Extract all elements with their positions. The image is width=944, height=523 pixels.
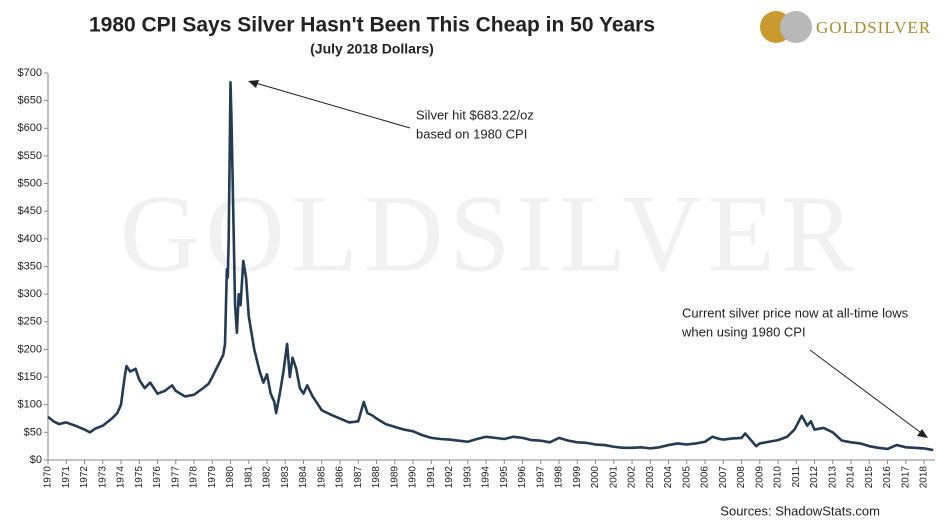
annotation: when using 1980 CPI [681,324,806,339]
x-tick-label: 1972 [79,466,90,489]
y-tick-label: $700 [18,67,42,79]
annotation: Silver hit $683.22/oz [416,107,534,122]
y-tick-label: $150 [18,371,42,383]
x-tick-label: 2002 [627,466,638,489]
y-tick-label: $600 [18,122,42,134]
y-tick-label: $250 [18,316,42,328]
x-tick-label: 2017 [900,466,911,489]
arrow-head [917,429,928,438]
x-tick-label: 1995 [499,466,510,489]
x-tick-label: 1996 [517,466,528,489]
x-tick-label: 2016 [882,466,893,489]
x-tick-label: 1988 [371,466,382,489]
x-tick-label: 1991 [426,466,437,489]
y-tick-label: $50 [24,426,42,438]
x-tick-label: 2001 [608,466,619,489]
x-tick-label: 2010 [773,466,784,489]
y-tick-label: $400 [18,233,42,245]
x-tick-label: 2015 [864,466,875,489]
x-tick-label: 1990 [408,466,419,489]
y-tick-label: $350 [18,260,42,272]
x-tick-label: 1970 [43,466,54,489]
x-tick-label: 1986 [335,466,346,489]
x-tick-label: 1984 [298,466,309,489]
y-tick-label: $650 [18,95,42,107]
y-tick-label: $500 [18,177,42,189]
x-tick-label: 1997 [535,466,546,489]
x-tick-label: 1987 [353,466,364,489]
x-tick-label: 1975 [134,466,145,489]
x-tick-label: 1994 [481,466,492,489]
x-tick-label: 1980 [225,466,236,489]
arrow [251,81,411,129]
x-tick-label: 1974 [116,466,127,489]
x-tick-label: 2012 [809,466,820,489]
x-tick-label: 1979 [207,466,218,489]
arrow-head [248,80,259,88]
annotation: Current silver price now at all-time low… [682,305,909,320]
chart-subtitle: (July 2018 Dollars) [310,41,434,57]
x-tick-label: 1999 [572,466,583,489]
x-tick-label: 1989 [389,466,400,489]
x-tick-label: 2003 [645,466,656,489]
x-tick-label: 1993 [462,466,473,489]
x-tick-label: 2011 [791,466,802,488]
x-tick-label: 1992 [444,466,455,489]
x-tick-label: 1998 [554,466,565,489]
y-tick-label: $300 [18,288,42,300]
x-tick-label: 1981 [243,466,254,489]
y-tick-label: $200 [18,343,42,355]
arrow [809,349,925,436]
x-tick-label: 2009 [754,466,765,489]
watermark: GOLDSILVER [120,172,860,294]
x-tick-label: 2006 [700,466,711,489]
y-tick-label: $450 [18,205,42,217]
x-tick-label: 1978 [189,466,200,489]
x-tick-label: 2000 [590,466,601,489]
x-tick-label: 1973 [97,466,108,489]
series-line [47,80,934,452]
x-tick-label: 2007 [718,466,729,489]
y-tick-label: $550 [18,150,42,162]
x-tick-label: 2008 [736,466,747,489]
x-tick-label: 1983 [280,466,291,489]
x-tick-label: 2014 [846,466,857,489]
brand: GOLDSILVER [816,18,931,37]
logo-coin [780,11,812,43]
source: Sources: ShadowStats.com [720,503,880,518]
x-tick-label: 1985 [316,466,327,489]
chart-title: 1980 CPI Says Silver Hasn't Been This Ch… [89,14,655,37]
x-tick-label: 2004 [663,466,674,489]
y-tick-label: $0 [30,454,42,466]
x-tick-label: 1982 [262,466,273,489]
y-tick-label: $100 [18,399,42,411]
x-tick-label: 2005 [681,466,692,489]
x-tick-label: 1977 [170,466,181,489]
x-tick-label: 2013 [827,466,838,489]
x-tick-label: 1971 [61,466,72,489]
annotation: based on 1980 CPI [416,126,527,141]
x-tick-label: 2018 [919,466,930,489]
x-tick-label: 1976 [152,466,163,489]
